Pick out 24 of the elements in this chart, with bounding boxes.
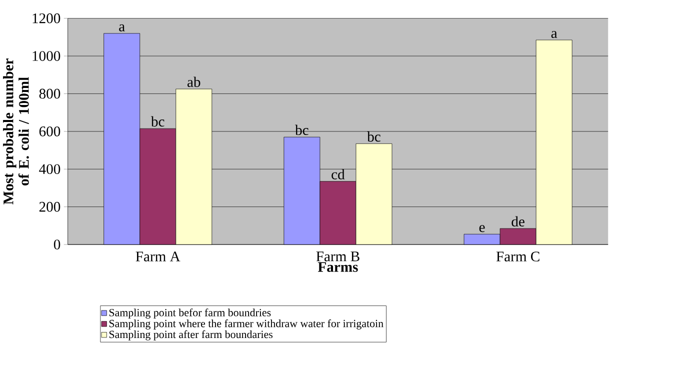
annotation: de <box>512 216 524 227</box>
y-tick-label: 200 <box>39 202 60 212</box>
x-tick-label: Farm A <box>136 252 180 262</box>
annotation: bc <box>150 116 164 127</box>
legend-label: Sampling point after farm boundaries <box>109 330 273 341</box>
y-tick-label: 1000 <box>32 51 60 62</box>
x-axis-title: Farms <box>318 262 358 272</box>
y-axis-title: Most probable number of E. coli / 100ml <box>3 58 29 205</box>
annotation: a <box>119 24 125 32</box>
x-tick-label: Farm C <box>496 252 540 262</box>
x-tick-label: Farm B <box>316 252 360 262</box>
legend-label: Sampling point where the farmer withdraw water for irrigatoin <box>109 320 384 330</box>
annotation: bc <box>367 132 380 142</box>
y-tick-label: 1200 <box>32 14 60 24</box>
y-tick-label: 400 <box>39 164 60 174</box>
y-tick-label: 0 <box>54 240 60 250</box>
y-tick-label: 600 <box>39 126 60 137</box>
legend-label: Sampling point befor farm boundries <box>109 308 271 319</box>
annotation: bc <box>295 125 308 136</box>
annotation: a <box>551 31 558 38</box>
annotation: cd <box>332 169 345 180</box>
y-tick-label: 800 <box>39 89 60 99</box>
annotation: ab <box>188 76 200 88</box>
annotation: e <box>479 225 485 232</box>
